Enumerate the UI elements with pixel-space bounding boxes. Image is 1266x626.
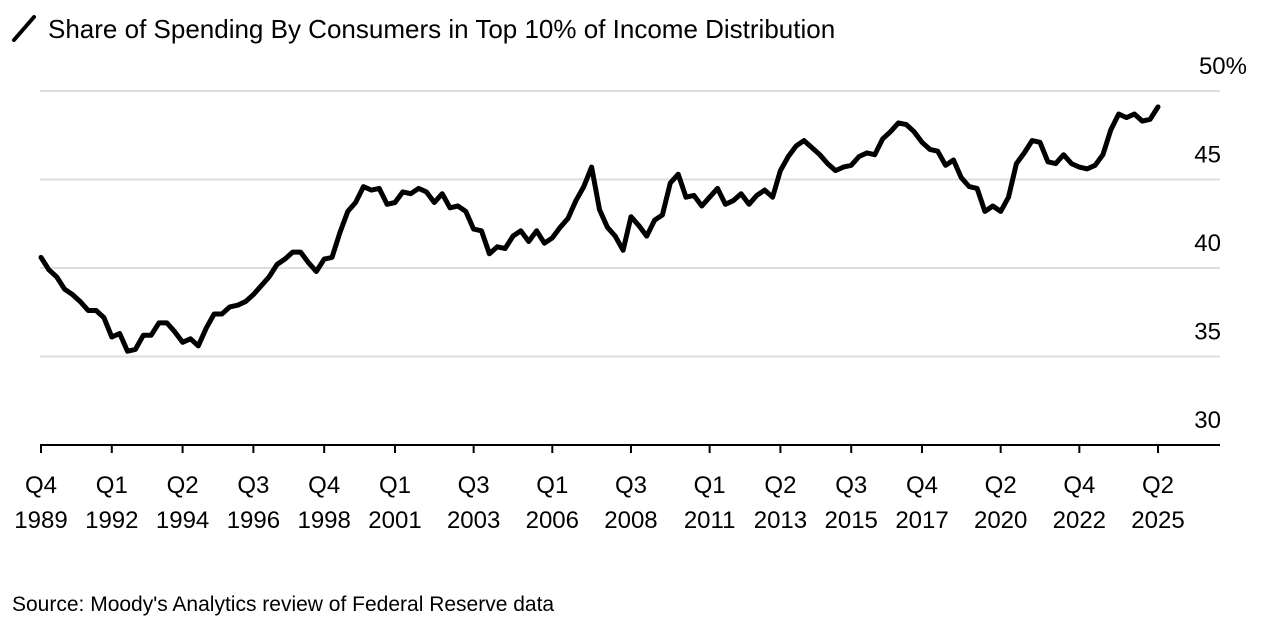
chart-title-group: Share of Spending By Consumers in Top 10… <box>12 14 835 44</box>
x-tick-quarter: Q1 <box>536 472 568 499</box>
x-tick-year: 2025 <box>1131 507 1184 534</box>
x-tick-quarter: Q4 <box>906 472 938 499</box>
x-tick-year: 1998 <box>297 507 350 534</box>
x-tick-quarter: Q4 <box>25 472 57 499</box>
x-tick-year: 2013 <box>754 507 807 534</box>
x-tick-year: 2001 <box>368 507 421 534</box>
x-tick-quarter: Q1 <box>694 472 726 499</box>
x-tick-quarter: Q2 <box>1142 472 1174 499</box>
y-tick-label: 30 <box>1194 407 1221 434</box>
x-tick-quarter: Q2 <box>764 472 796 499</box>
x-tick-quarter: Q3 <box>615 472 647 499</box>
x-tick-quarter: Q3 <box>237 472 269 499</box>
x-tick-year: 1996 <box>227 507 280 534</box>
x-tick-quarter: Q4 <box>1063 472 1095 499</box>
x-tick-year: 2022 <box>1053 507 1106 534</box>
x-tick-year: 1992 <box>85 507 138 534</box>
y-tick-label: 35 <box>1194 319 1221 346</box>
x-tick-year: 2017 <box>895 507 948 534</box>
y-tick-label: 40 <box>1194 230 1221 257</box>
x-axis: Q4 1989 Q1 1992 Q2 1994 Q3 1996 Q4 1998 Q1 2001 Q3 20… <box>14 444 1220 534</box>
diagonal-line-icon <box>12 15 36 42</box>
x-tick-year: 2006 <box>526 507 579 534</box>
x-tick-year: 2020 <box>974 507 1027 534</box>
x-tick-year: 2003 <box>447 507 500 534</box>
x-tick-quarter: Q2 <box>167 472 199 499</box>
x-tick-quarter: Q1 <box>96 472 128 499</box>
chart-title: Share of Spending By Consumers in Top 10… <box>48 14 835 44</box>
x-tick-quarter: Q3 <box>835 472 867 499</box>
x-tick-year: 2008 <box>604 507 657 534</box>
source-note: Source: Moody's Analytics review of Fede… <box>12 593 554 616</box>
x-tick-year: 2011 <box>684 507 736 534</box>
gridlines <box>40 90 1220 358</box>
series-lines <box>38 104 1161 354</box>
y-axis-labels: 30 35 40 45 50% <box>1194 53 1247 434</box>
y-tick-label: 50% <box>1199 53 1247 80</box>
x-tick-year: 1989 <box>14 507 67 534</box>
x-tick-quarter: Q2 <box>985 472 1017 499</box>
series-line <box>38 104 1161 354</box>
x-tick-quarter: Q4 <box>308 472 340 499</box>
y-tick-label: 45 <box>1194 142 1221 169</box>
x-tick-year: 1994 <box>156 507 209 534</box>
x-tick-quarter: Q1 <box>379 472 411 499</box>
x-tick-year: 2015 <box>825 507 878 534</box>
x-tick-quarter: Q3 <box>458 472 490 499</box>
